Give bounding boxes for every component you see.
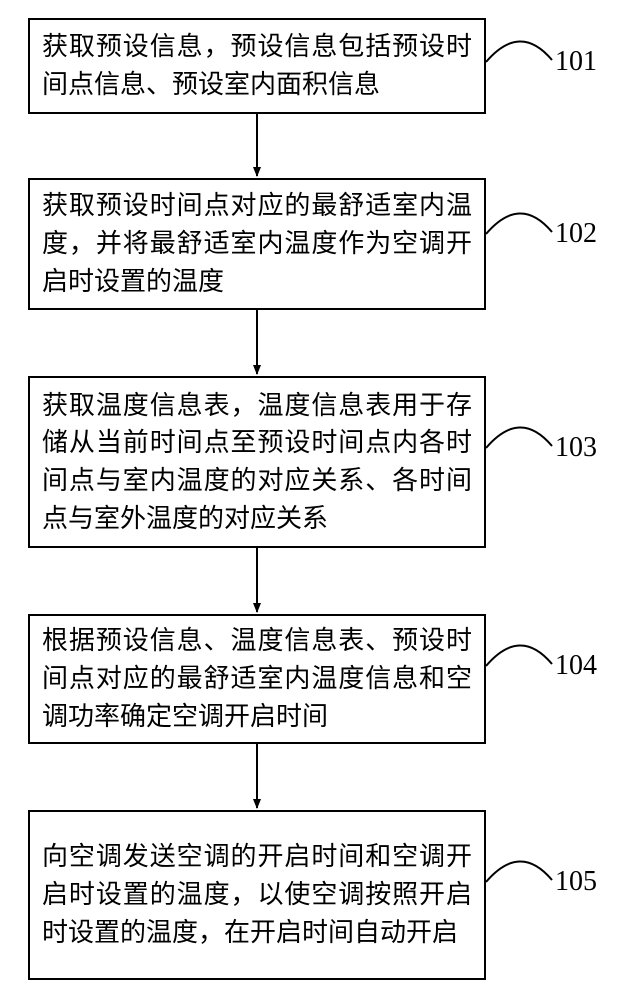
flow-node-1-text: 获取预设信息，预设信息包括预设时间点信息、预设室内面积信息: [42, 28, 472, 103]
label-connector-2: [486, 213, 552, 234]
flow-node-2-text: 获取预设时间点对应的最舒适室内温度，并将最舒适室内温度作为空调开启时设置的温度: [42, 187, 472, 300]
flow-node-3-label: 103: [555, 432, 597, 464]
flow-node-4: 根据预设信息、温度信息表、预设时间点对应的最舒适室内温度信息和空调功率确定空调开…: [28, 614, 486, 744]
flow-node-1-label: 101: [555, 46, 597, 78]
label-connector-3: [486, 427, 552, 448]
flow-node-4-label: 104: [555, 650, 597, 682]
flow-node-2: 获取预设时间点对应的最舒适室内温度，并将最舒适室内温度作为空调开启时设置的温度: [28, 178, 486, 310]
flow-node-3: 获取温度信息表，温度信息表用于存储从当前时间点至预设时间点内各时间点与室内温度的…: [28, 376, 486, 548]
flow-node-5-text: 向空调发送空调的开启时间和空调开启时设置的温度，以使空调按照开启时设置的温度，在…: [42, 838, 472, 951]
label-connector-4: [486, 645, 552, 666]
flow-node-2-label: 102: [555, 218, 597, 250]
flow-node-3-text: 获取温度信息表，温度信息表用于存储从当前时间点至预设时间点内各时间点与室内温度的…: [42, 387, 472, 538]
flow-node-5-label: 105: [555, 866, 597, 898]
label-connector-5: [486, 861, 552, 882]
flow-node-5: 向空调发送空调的开启时间和空调开启时设置的温度，以使空调按照开启时设置的温度，在…: [28, 810, 486, 980]
label-connector-1: [486, 41, 552, 62]
flow-node-1: 获取预设信息，预设信息包括预设时间点信息、预设室内面积信息: [28, 18, 486, 114]
flow-node-4-text: 根据预设信息、温度信息表、预设时间点对应的最舒适室内温度信息和空调功率确定空调开…: [42, 622, 472, 735]
flowchart-canvas: 获取预设信息，预设信息包括预设时间点信息、预设室内面积信息 101 获取预设时间…: [0, 0, 623, 1000]
